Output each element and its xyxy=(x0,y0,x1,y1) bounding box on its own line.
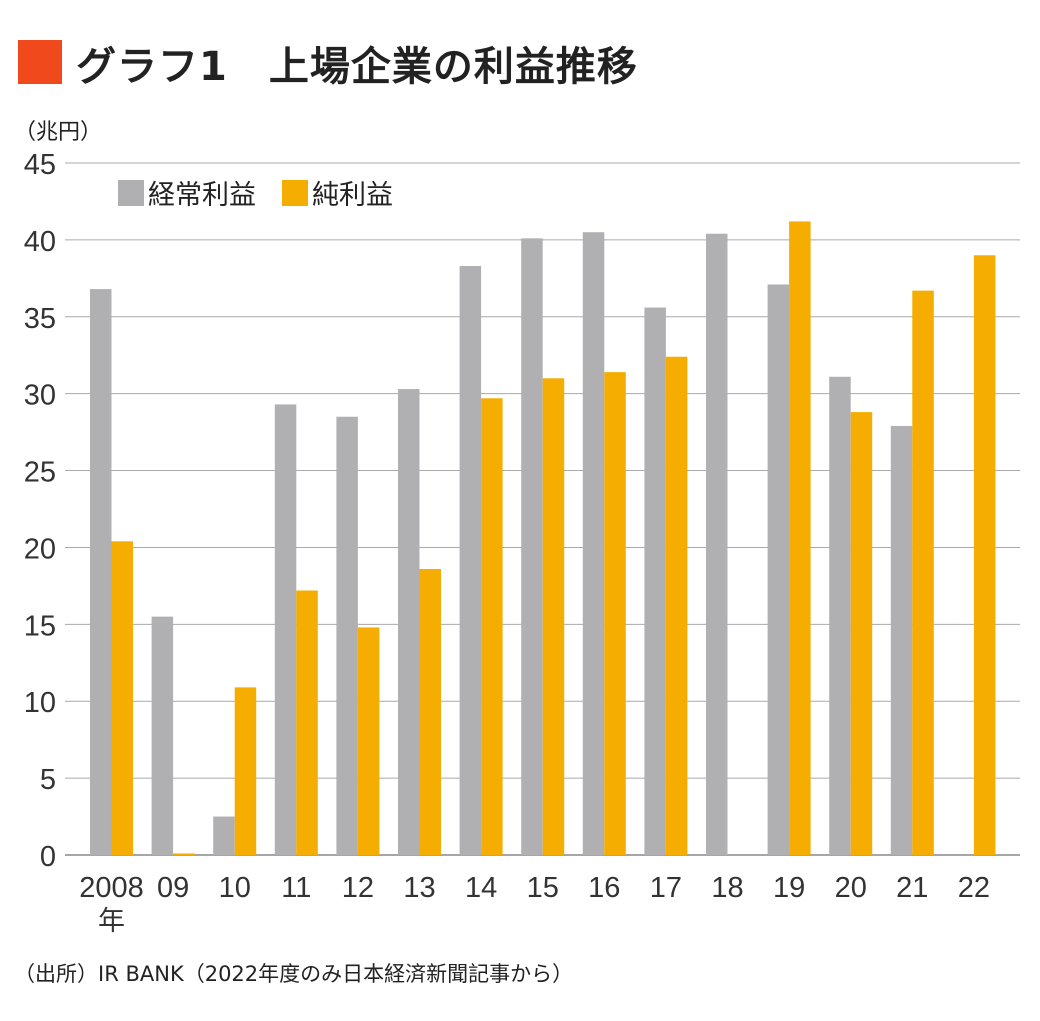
y-tick-label: 10 xyxy=(24,687,56,719)
x-tick-label: 22 xyxy=(958,872,990,904)
y-tick-label: 20 xyxy=(24,533,56,565)
x-tick-label: 10 xyxy=(219,872,251,904)
x-tick-label: 11 xyxy=(281,872,311,904)
y-axis-unit-label: （兆円） xyxy=(14,120,103,145)
bar-ordinary-11 xyxy=(274,404,297,855)
x-tick-label: 17 xyxy=(650,872,682,904)
legend-label: 経常利益 xyxy=(148,180,256,211)
bar-net-09 xyxy=(173,853,195,855)
x-tick-label: 13 xyxy=(403,872,435,904)
legend-swatch xyxy=(282,180,308,206)
x-tick-label: 15 xyxy=(527,872,559,904)
y-tick-label: 0 xyxy=(40,841,56,873)
bar-net-15 xyxy=(542,378,565,855)
bar-net-17 xyxy=(665,356,688,855)
y-tick-label: 30 xyxy=(24,380,56,412)
bar-ordinary-15 xyxy=(521,238,543,856)
bar-ordinary-19 xyxy=(767,284,790,855)
x-tick-label: 09 xyxy=(157,872,189,904)
chart-title: グラフ1 上場企業の利益推移 xyxy=(76,44,638,90)
y-tick-label: 35 xyxy=(24,303,56,335)
bar-net-20 xyxy=(850,412,873,855)
x-tick-label: 20 xyxy=(835,872,867,904)
y-tick-label: 15 xyxy=(24,610,56,642)
bar-net-12 xyxy=(357,627,380,855)
bar-ordinary-14 xyxy=(459,266,482,855)
bar-net-22 xyxy=(973,255,996,855)
bar-ordinary-20 xyxy=(829,376,851,855)
x-tick-label: 14 xyxy=(465,872,497,904)
bar-ordinary-16 xyxy=(582,232,605,855)
bar-net-13 xyxy=(419,568,441,855)
bar-net-16 xyxy=(604,372,626,855)
x-tick-label: 12 xyxy=(342,872,374,904)
bar-ordinary-13 xyxy=(398,389,420,855)
legend-swatch xyxy=(118,180,144,206)
source-note: （出所）IR BANK（2022年度のみ日本経済新聞記事から） xyxy=(14,962,574,986)
bar-ordinary-17 xyxy=(644,307,666,855)
bar-net-11 xyxy=(296,590,318,855)
y-tick-label: 45 xyxy=(24,149,56,181)
y-tick-label: 25 xyxy=(24,457,56,489)
bar-net-14 xyxy=(481,398,503,855)
y-tick-label: 40 xyxy=(24,226,56,258)
legend-label: 純利益 xyxy=(312,180,393,211)
bar-ordinary-21 xyxy=(890,425,913,855)
bar-net-10 xyxy=(234,687,257,855)
bar-net-2008 xyxy=(111,541,133,855)
y-tick-label: 5 xyxy=(40,764,56,796)
x-tick-label: 18 xyxy=(711,872,743,904)
x-tick-label: 19 xyxy=(773,872,805,904)
bar-net-19 xyxy=(789,221,811,856)
bar-ordinary-09 xyxy=(151,616,174,855)
x-tick-label: 21 xyxy=(896,872,928,904)
title-marker xyxy=(18,40,62,84)
bar-ordinary-10 xyxy=(213,816,235,855)
x-tick-suffix: 年 xyxy=(98,906,125,937)
bar-ordinary-18 xyxy=(706,233,728,855)
x-tick-label: 16 xyxy=(588,872,620,904)
bar-ordinary-2008 xyxy=(90,289,112,855)
bar-net-21 xyxy=(912,290,934,855)
x-tick-label: 2008 xyxy=(79,872,144,904)
bar-ordinary-12 xyxy=(336,416,358,855)
